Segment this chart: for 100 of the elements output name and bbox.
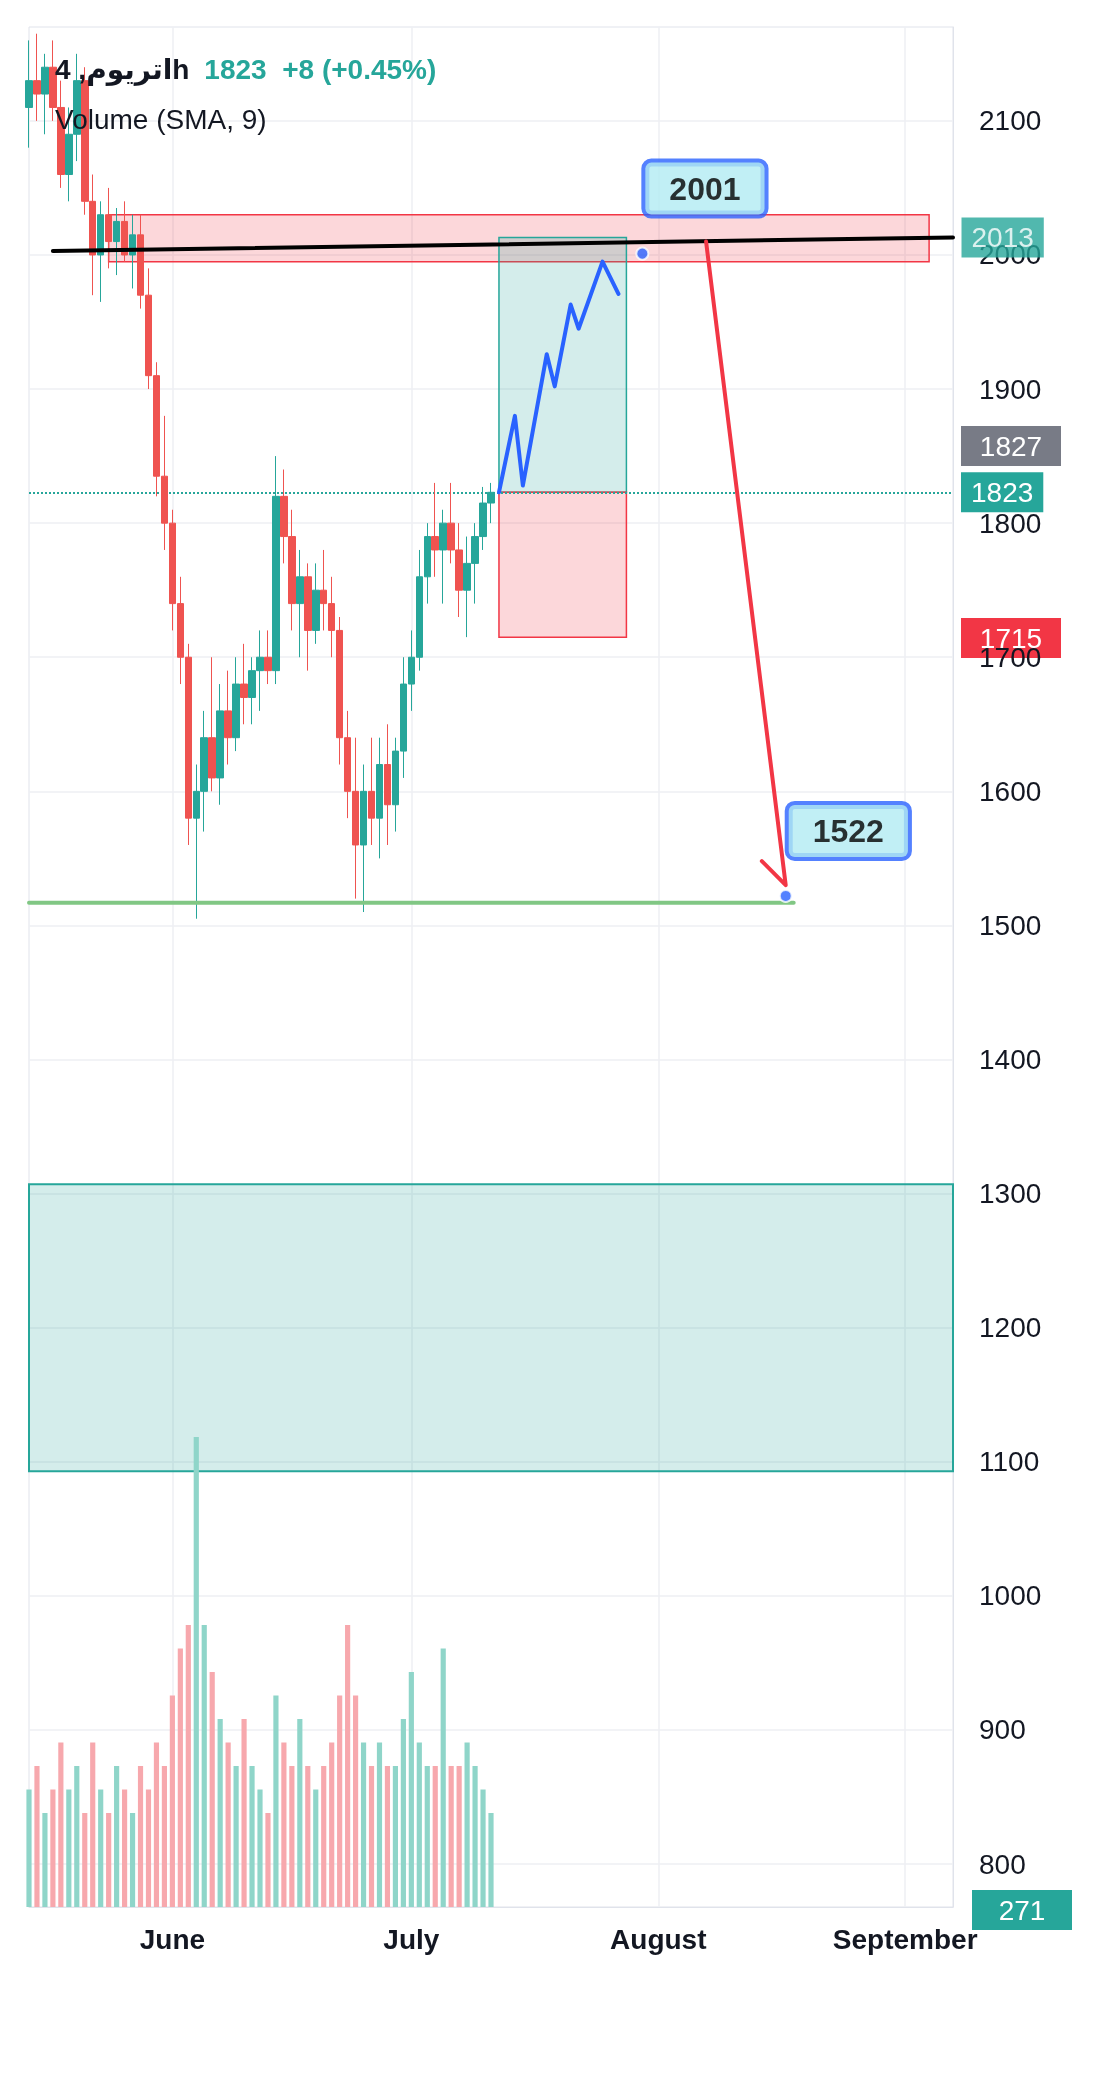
candlestick [431, 482, 439, 578]
bar [169, 1695, 175, 1907]
y-tick-label: 1800 [979, 507, 1042, 539]
x-tick-label: June [139, 1923, 206, 1955]
candlestick [208, 656, 216, 792]
bar [98, 1789, 104, 1907]
bar [305, 1766, 311, 1907]
candlestick [304, 562, 312, 672]
bar [464, 1742, 470, 1907]
bar [161, 1766, 167, 1907]
bar [145, 1789, 152, 1907]
y-tick-label: 1500 [979, 909, 1042, 941]
bar [345, 1625, 351, 1907]
bar [376, 1742, 383, 1907]
bar [488, 1813, 494, 1907]
bar [137, 1766, 144, 1907]
y-tick-label: 1000 [979, 1580, 1042, 1612]
annotation: 1522 [812, 812, 884, 849]
y-tick-label: 1300 [979, 1178, 1042, 1210]
ref-line-label: 1823 [971, 476, 1034, 508]
bar [225, 1742, 231, 1907]
bar [209, 1672, 215, 1907]
candlestick [376, 737, 383, 859]
y-tick-label: 800 [979, 1848, 1026, 1880]
y-tick-label: 1900 [979, 373, 1042, 405]
bar [400, 1719, 406, 1907]
candlestick [296, 549, 304, 658]
candlestick [368, 737, 375, 846]
candlestick [25, 39, 33, 149]
bar [353, 1695, 359, 1907]
candlestick [232, 656, 240, 752]
bar [368, 1766, 375, 1907]
y-tick-label: 1200 [979, 1312, 1042, 1344]
bar [321, 1766, 327, 1907]
line-series [496, 259, 621, 495]
bar [249, 1766, 255, 1907]
bar [281, 1742, 287, 1907]
bar [329, 1742, 335, 1907]
bar [90, 1742, 96, 1907]
text: 271 [998, 1894, 1046, 1926]
candlestick [216, 683, 224, 806]
candlestick [312, 562, 320, 645]
x-tick-label: August [610, 1923, 707, 1955]
candlestick [240, 643, 248, 725]
x-tick-label: September [832, 1923, 978, 1955]
bar [337, 1695, 343, 1907]
text: 1823 +8 (+0.45%) [204, 53, 437, 85]
bar [472, 1766, 478, 1907]
bar [289, 1766, 295, 1907]
bar [360, 1742, 367, 1907]
candlestick [97, 200, 104, 303]
bar [82, 1813, 88, 1907]
candlestick [105, 187, 112, 269]
bar [34, 1766, 40, 1907]
text: 1827 [979, 430, 1043, 462]
candlestick [33, 33, 41, 122]
bar [273, 1695, 279, 1907]
bar [241, 1719, 247, 1907]
bar [114, 1766, 120, 1907]
bar [408, 1672, 414, 1907]
x-tick-label: July [383, 1923, 440, 1955]
bar [392, 1766, 398, 1907]
bar [480, 1789, 486, 1907]
candlestick [384, 723, 391, 846]
bar [201, 1625, 207, 1907]
y-tick-label: 900 [979, 1714, 1026, 1746]
bar [448, 1766, 454, 1907]
bar [106, 1813, 112, 1907]
bar [313, 1789, 319, 1907]
bar [233, 1766, 239, 1907]
bar [193, 1437, 199, 1907]
annotation: 2001 [669, 170, 741, 207]
bar [257, 1789, 263, 1907]
bar [122, 1789, 128, 1907]
candlestick [264, 629, 272, 685]
bar [424, 1766, 430, 1907]
y-tick-label: 1100 [979, 1446, 1040, 1478]
bar [66, 1789, 72, 1907]
candlestick [360, 764, 367, 913]
bar [50, 1789, 56, 1907]
y-tick-label: 1600 [979, 775, 1042, 807]
bar [58, 1742, 64, 1907]
bar [440, 1648, 446, 1907]
bar [129, 1813, 136, 1907]
bar [416, 1742, 422, 1907]
bar [384, 1766, 391, 1907]
bar [456, 1766, 462, 1907]
y-tick-label: 2100 [979, 105, 1042, 137]
candlestick [41, 53, 49, 135]
bar [177, 1648, 183, 1907]
candlestick [113, 207, 120, 276]
bar [153, 1742, 160, 1907]
bar [74, 1766, 80, 1907]
bar [42, 1813, 48, 1907]
bar [26, 1789, 32, 1907]
candlestick [224, 670, 232, 766]
bar [432, 1766, 438, 1907]
bar [297, 1719, 303, 1907]
bar [185, 1625, 191, 1907]
bar [217, 1719, 223, 1907]
